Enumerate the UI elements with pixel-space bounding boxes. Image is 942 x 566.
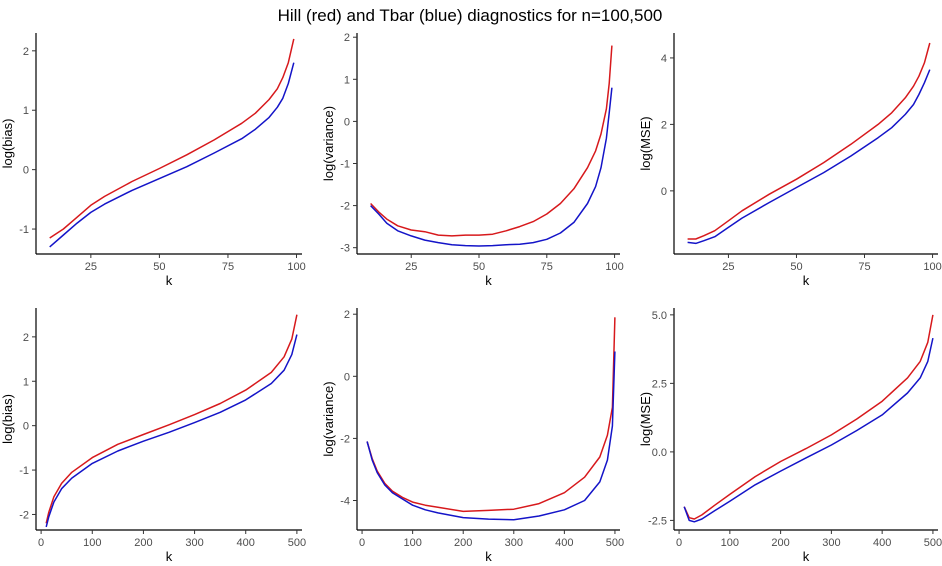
x-tick-label: 50 <box>473 261 485 273</box>
x-tick-label: 100 <box>923 261 941 273</box>
series-line-tbar <box>687 69 931 245</box>
x-tick-label: 100 <box>403 537 421 549</box>
y-tick-label: -2 <box>19 509 29 521</box>
x-tick-label: 25 <box>722 261 734 273</box>
panel-n100-mse: 25 50 75 100 0 2 4 k log(MSE) <box>638 33 942 288</box>
x-tick-label: 25 <box>85 261 97 273</box>
x-tick-label: 0 <box>676 537 682 549</box>
x-tick-label: 200 <box>771 537 789 549</box>
x-tick-label: 300 <box>185 537 203 549</box>
panel-n100-bias: 25 50 75 100 -1 0 1 2 k log(bias) <box>0 33 306 288</box>
x-tick-label: 0 <box>38 537 44 549</box>
y-tick-label: 4 <box>661 53 667 65</box>
y-tick-label: -1 <box>19 465 29 477</box>
x-tick-label: 400 <box>555 537 573 549</box>
y-tick-label: 2.5 <box>652 378 667 390</box>
y-tick-label: 2 <box>344 309 350 321</box>
series-line-hill <box>49 38 295 239</box>
x-tick-label: 400 <box>237 537 255 549</box>
y-tick-label: 0 <box>344 116 350 128</box>
x-tick-label: 75 <box>222 261 234 273</box>
x-tick-label: 500 <box>606 537 624 549</box>
x-tick-label: 0 <box>359 537 365 549</box>
x-axis-title: k <box>485 273 492 288</box>
x-tick-label: 100 <box>83 537 101 549</box>
figure-title: Hill (red) and Tbar (blue) diagnostics f… <box>278 6 663 25</box>
x-tick-label: 25 <box>405 261 417 273</box>
x-tick-label: 100 <box>721 537 739 549</box>
x-tick-label: 300 <box>505 537 523 549</box>
x-tick-label: 200 <box>454 537 472 549</box>
x-tick-label: 200 <box>134 537 152 549</box>
y-tick-label: -3 <box>340 243 350 255</box>
series-line-hill <box>687 42 931 240</box>
y-tick-label: 2 <box>661 119 667 131</box>
y-tick-label: 0 <box>23 421 29 433</box>
y-tick-label: 2 <box>23 332 29 344</box>
panel-n500-bias: 0 100 200 300 400 500 -2 -1 0 1 2 k log(bias) <box>0 308 306 564</box>
y-tick-label: 1 <box>344 74 350 86</box>
y-axis-title: log(MSE) <box>638 392 653 446</box>
y-tick-label: -1 <box>340 158 350 170</box>
y-axis-title: log(variance) <box>321 106 336 181</box>
x-tick-label: 50 <box>153 261 165 273</box>
x-tick-label: 75 <box>858 261 870 273</box>
x-tick-label: 500 <box>924 537 942 549</box>
panel-n100-variance: 25 50 75 100 -3 -2 -1 0 1 2 k log(variance) <box>321 32 624 288</box>
series-line-hill <box>683 314 934 520</box>
y-axis-title: log(MSE) <box>638 116 653 170</box>
y-axis-title: log(bias) <box>0 119 15 169</box>
x-tick-label: 50 <box>790 261 802 273</box>
series-line-hill <box>370 45 613 237</box>
y-tick-label: 0.0 <box>652 447 667 459</box>
y-tick-label: 2 <box>23 46 29 58</box>
x-axis-title: k <box>166 273 173 288</box>
y-tick-label: -4 <box>340 496 350 508</box>
x-axis-title: k <box>803 549 810 564</box>
y-axis-title: log(bias) <box>0 394 15 444</box>
series-line-hill <box>366 317 616 513</box>
y-tick-label: -2 <box>340 201 350 213</box>
x-axis-title: k <box>485 549 492 564</box>
y-tick-label: 2 <box>344 32 350 44</box>
x-axis-title: k <box>166 549 173 564</box>
panel-n500-variance: 0 100 200 300 400 500 -4 -2 0 2 k log(variance) <box>321 308 624 564</box>
x-tick-label: 75 <box>541 261 553 273</box>
series-line-tbar <box>45 334 298 528</box>
series-line-tbar <box>683 337 934 523</box>
x-tick-label: 100 <box>605 261 623 273</box>
y-tick-label: 5.0 <box>652 310 667 322</box>
y-tick-label: -2.5 <box>648 515 667 527</box>
y-tick-label: 1 <box>23 105 29 117</box>
x-tick-label: 100 <box>287 261 305 273</box>
y-tick-label: -2 <box>340 433 350 445</box>
series-line-tbar <box>49 62 295 248</box>
x-tick-label: 500 <box>288 537 306 549</box>
y-axis-title: log(variance) <box>321 381 336 456</box>
y-tick-label: 0 <box>661 186 667 198</box>
y-tick-label: 1 <box>23 376 29 388</box>
series-line-tbar <box>366 351 616 521</box>
x-tick-label: 400 <box>873 537 891 549</box>
y-tick-label: 0 <box>23 165 29 177</box>
panel-n500-mse: 0 100 200 300 400 500 -2.5 0.0 2.5 5.0 k log(MSE) <box>638 308 942 564</box>
series-line-hill <box>45 314 298 524</box>
series-line-tbar <box>370 87 613 247</box>
x-axis-title: k <box>803 273 810 288</box>
y-tick-label: 0 <box>344 371 350 383</box>
x-tick-label: 300 <box>822 537 840 549</box>
y-tick-label: -1 <box>19 224 29 236</box>
